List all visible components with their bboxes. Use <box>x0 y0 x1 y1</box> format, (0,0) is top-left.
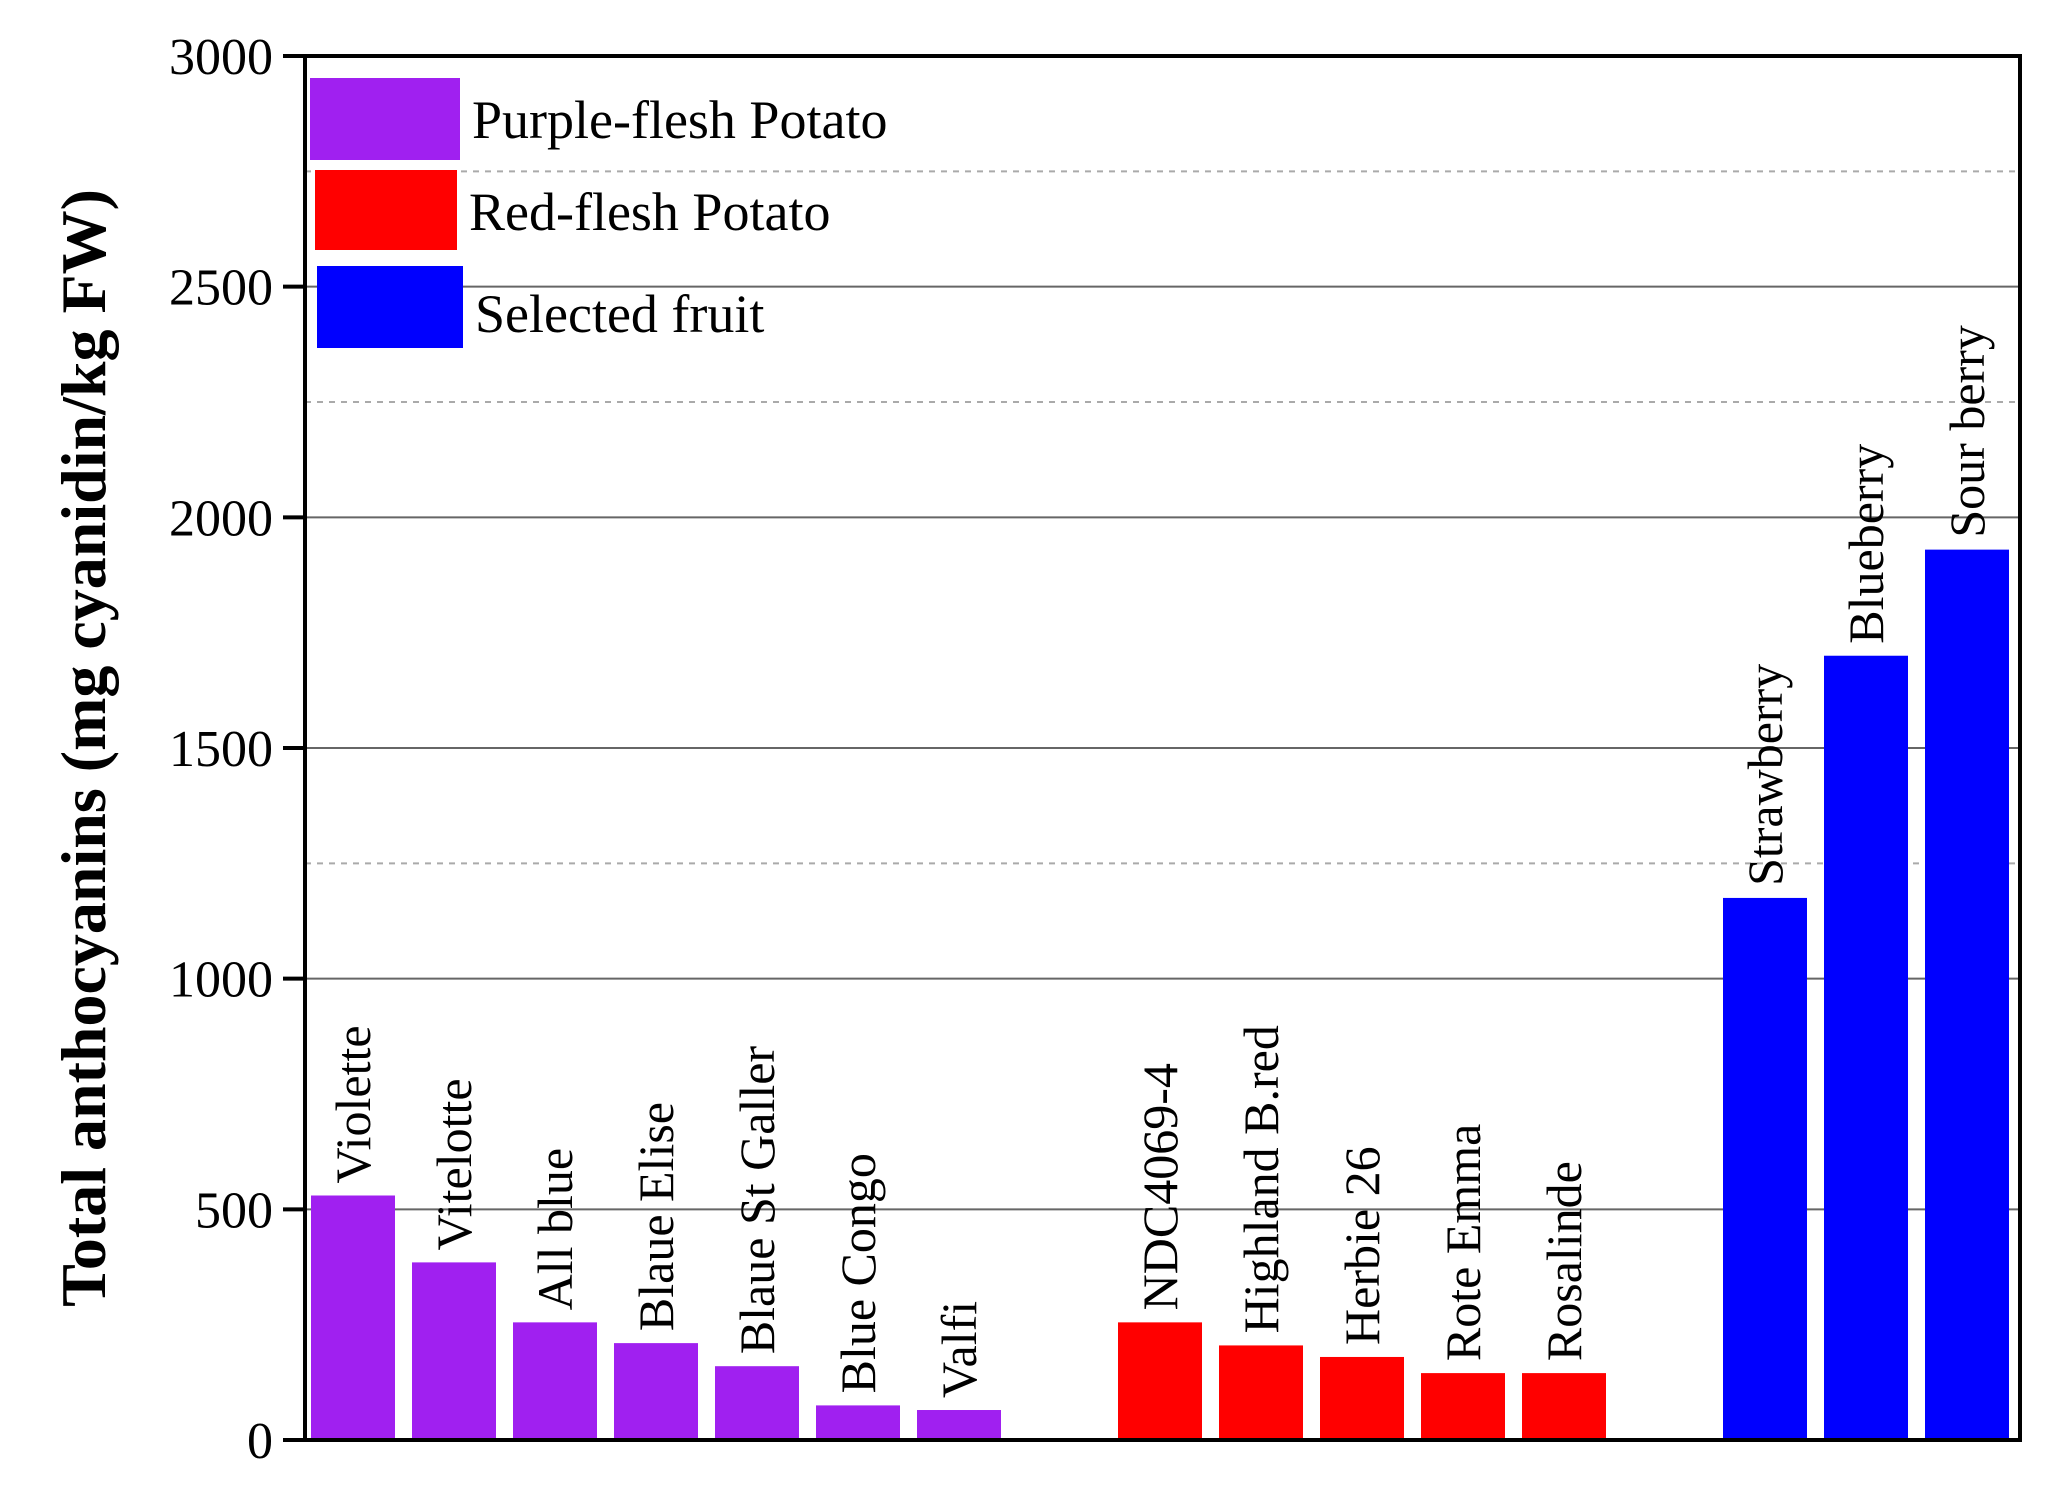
bar-violette <box>311 1195 395 1440</box>
bar-blue-congo <box>816 1405 900 1440</box>
bar-category-label: Valfi <box>931 1301 987 1398</box>
bar-category-label: Herbie 26 <box>1334 1146 1390 1345</box>
bar-sour-berry <box>1925 549 2009 1440</box>
bar-category-label: Sour berry <box>1939 325 1995 537</box>
y-tick-label: 1500 <box>169 721 273 778</box>
y-tick-label: 1000 <box>169 952 273 1009</box>
y-tick-label: 0 <box>247 1413 273 1470</box>
bar-labels: Violette Vitelotte All blue Blaue Elise Blau… <box>325 325 1995 1398</box>
bar-valfi <box>917 1410 1001 1440</box>
y-tick-label: 2500 <box>169 260 273 317</box>
bar-category-label: Rote Emma <box>1435 1124 1491 1361</box>
bar-blaue-st-galler <box>715 1366 799 1440</box>
bar-vitelotte <box>412 1262 496 1440</box>
bar-all-blue <box>513 1322 597 1440</box>
bar-category-label: Rosalinde <box>1536 1161 1592 1361</box>
bar-category-label: Blaue St Galler <box>729 1046 785 1355</box>
bar-category-label: Blue Congo <box>830 1153 886 1393</box>
bar-category-label: Vitelotte <box>426 1078 482 1250</box>
bar-herbie-26 <box>1320 1356 1404 1440</box>
bar-category-label: Violette <box>325 1025 381 1183</box>
legend: Purple-flesh Potato Red-flesh Potato Selec… <box>310 78 887 348</box>
y-tick-label: 2000 <box>169 490 273 547</box>
y-tick-label: 500 <box>195 1182 273 1239</box>
legend-swatch <box>310 78 460 160</box>
bar-category-label: Blaue Elise <box>628 1102 684 1331</box>
bar-category-label: Highland B.red <box>1233 1025 1289 1333</box>
legend-label: Purple-flesh Potato <box>472 90 887 150</box>
legend-swatch <box>317 266 463 348</box>
bar-blueberry <box>1824 655 1908 1440</box>
y-axis-ticks: 0 500 1000 1500 2000 2500 3000 <box>169 29 305 1470</box>
bars <box>311 549 2009 1440</box>
bar-rosalinde <box>1522 1373 1606 1440</box>
grid-lines <box>305 170 2020 1211</box>
legend-label: Red-flesh Potato <box>469 182 830 242</box>
y-axis-title: Total anthocyanins (mg cyanidin/kg FW) <box>48 189 119 1307</box>
bar-blaue-elise <box>614 1343 698 1440</box>
bar-category-label: Strawberry <box>1737 664 1793 886</box>
bar-highland-b-red <box>1219 1345 1303 1440</box>
bar-rote-emma <box>1421 1373 1505 1440</box>
bar-category-label: NDC4069-4 <box>1132 1063 1188 1310</box>
legend-label: Selected fruit <box>475 284 764 344</box>
bar-category-label: Blueberry <box>1838 444 1894 644</box>
legend-swatch <box>315 170 457 250</box>
bar-category-label: All blue <box>527 1148 583 1310</box>
bar-ndc4069-4 <box>1118 1322 1202 1440</box>
y-tick-label: 3000 <box>169 29 273 86</box>
bar-strawberry <box>1723 897 1807 1440</box>
